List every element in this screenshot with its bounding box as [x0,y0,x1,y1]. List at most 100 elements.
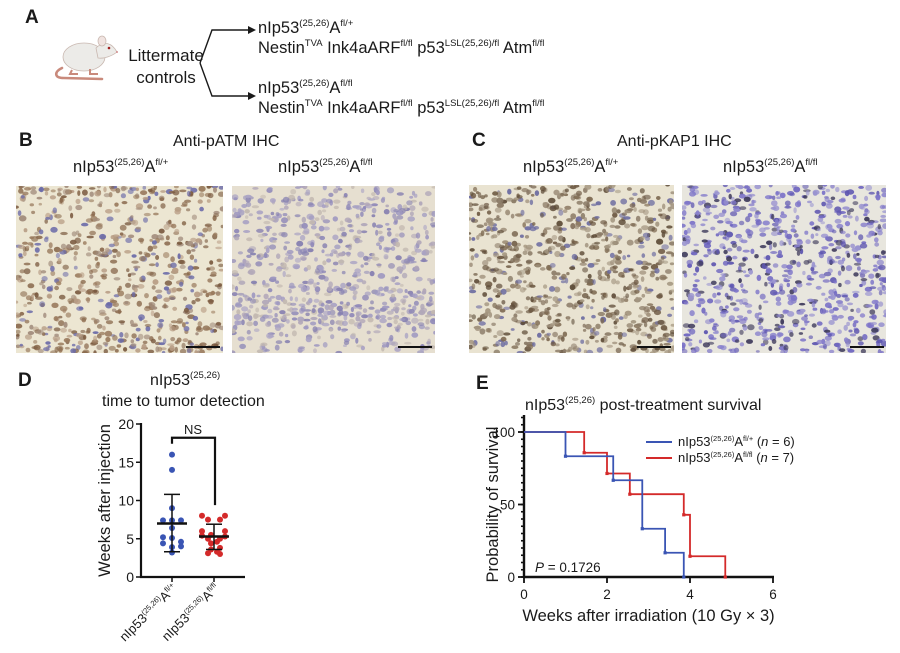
svg-text:0: 0 [126,569,134,585]
survival-chart: 0 50 100 0 2 4 6 Weeks after irradiation (10 Gy… [484,415,777,625]
legend-item-flplus: nIp53(25,26)Afl/+ (n = 6) [644,434,795,450]
title-base: nIp53 [525,397,566,414]
panel-c-label-2: nIp53(25,26)Afl/fl [723,158,818,177]
panel-c-letter: C [472,130,486,151]
geno-sup: (25,26) [319,157,350,168]
svg-text:100: 100 [492,425,515,440]
geno-base: Nestin [258,99,305,117]
legend-n: n [761,434,769,449]
geno-sup: TVA [304,38,323,49]
panel-b-label-2: nIp53(25,26)Afl/fl [278,158,373,177]
legend-item-flfl: nIp53(25,26)Afl/fl (n = 7) [644,450,795,466]
legend-sup: (25,26) [710,434,735,443]
geno-base: Ink4aARF [322,39,401,57]
panel-c-title: Anti-pKAP1 IHC [617,133,732,150]
legend-base: nIp53 [678,434,711,449]
arrow-head-icon [248,92,256,100]
mouse-illustration-icon [54,35,118,81]
p-label: P [535,560,545,575]
legend-n-val: = 7) [767,450,795,465]
geno-sup: fl/fl [532,38,545,49]
geno-base: nIp53 [278,158,320,176]
arrow-head-icon [248,26,256,34]
title-rest: post-treatment survival [595,397,762,414]
tissue-texture [232,186,435,353]
geno-sup: fl/fl [532,98,545,109]
svg-text:0: 0 [520,587,528,602]
geno-sup: fl/+ [155,157,169,168]
ihc-image-pkap1-flplus [469,185,674,353]
ihc-image-pkap1-flfl [682,185,886,353]
branch-arrows [199,26,256,100]
geno-base: nIp53 [258,19,300,37]
branch-1-genotype: NestinTVA Ink4aARFfl/fl p53LSL(25,26)/fl… [258,39,544,58]
svg-text:Weeks after irradiation (10 Gy: Weeks after irradiation (10 Gy × 3) [522,607,774,625]
svg-text:2: 2 [603,587,611,602]
geno-base: Atm [499,39,533,57]
geno-sup: fl/fl [360,157,373,168]
legend-line-red [646,457,672,459]
geno-sup: fl/fl [340,78,353,89]
legend-line-blue [646,441,672,443]
legend-base: A [734,434,743,449]
geno-sup: (25,26) [764,157,795,168]
svg-text:6: 6 [769,587,777,602]
legend-sup: fl/fl [742,450,753,459]
panel-b-letter: B [19,130,33,151]
geno-base: A [794,158,806,176]
geno-base: A [329,79,341,97]
littermate-controls-label: Littermate controls [125,45,207,89]
geno-sup: fl/fl [805,157,818,168]
tissue-texture [16,186,223,353]
svg-text:Probability of survival: Probability of survival [484,427,502,583]
ihc-image-patm-flplus [16,186,223,353]
survival-legend: nIp53(25,26)Afl/+ (n = 6) nIp53(25,26)Af… [644,434,795,466]
branch-2-genotype: NestinTVA Ink4aARFfl/fl p53LSL(25,26)/fl… [258,99,544,118]
tissue-texture [469,185,674,353]
title-sup: (25,26) [565,395,596,406]
panel-b-label-1: nIp53(25,26)Afl/+ [73,158,168,177]
geno-sup: TVA [304,98,323,109]
svg-text:10: 10 [118,493,134,509]
legend-n: n [760,450,768,465]
geno-base: nIp53 [258,79,300,97]
panel-b-title: Anti-pATM IHC [173,133,280,150]
p-value: = 0.1726 [544,560,601,575]
geno-base: nIp53 [523,158,565,176]
svg-text:50: 50 [500,498,515,513]
branch-2-title: nIp53(25,26)Afl/fl [258,79,353,98]
geno-base: p53 [412,99,445,117]
geno-base: Atm [499,99,533,117]
legend-sup: (25,26) [710,450,735,459]
panel-e-letter: E [476,373,489,394]
geno-base: A [349,158,361,176]
geno-base: p53 [412,39,445,57]
title-base: nIp53 [150,372,191,389]
ihc-image-patm-flfl [232,186,435,353]
svg-text:20: 20 [118,416,134,432]
legend-sup: fl/+ [742,434,754,443]
svg-text:NS: NS [184,422,202,437]
svg-text:15: 15 [118,454,134,470]
geno-base: nIp53 [73,158,115,176]
geno-sup: (25,26) [564,157,595,168]
source-label-line1: Littermate [128,46,204,65]
svg-text:5: 5 [126,531,134,547]
title-sup: (25,26) [190,370,221,381]
geno-sup: fl/+ [340,18,354,29]
scale-bar [637,346,671,348]
geno-sup: fl/fl [400,38,413,49]
legend-base: A [734,450,743,465]
scale-bar [398,346,432,348]
tissue-texture [682,185,886,353]
geno-sup: fl/fl [400,98,413,109]
svg-text:0: 0 [507,570,515,585]
geno-base: A [144,158,156,176]
geno-sup: (25,26) [299,18,330,29]
geno-sup: (25,26) [114,157,145,168]
scale-bar [850,346,884,348]
geno-sup: LSL(25,26)/fl [444,38,500,49]
geno-base: A [594,158,606,176]
geno-sup: LSL(25,26)/fl [444,98,500,109]
